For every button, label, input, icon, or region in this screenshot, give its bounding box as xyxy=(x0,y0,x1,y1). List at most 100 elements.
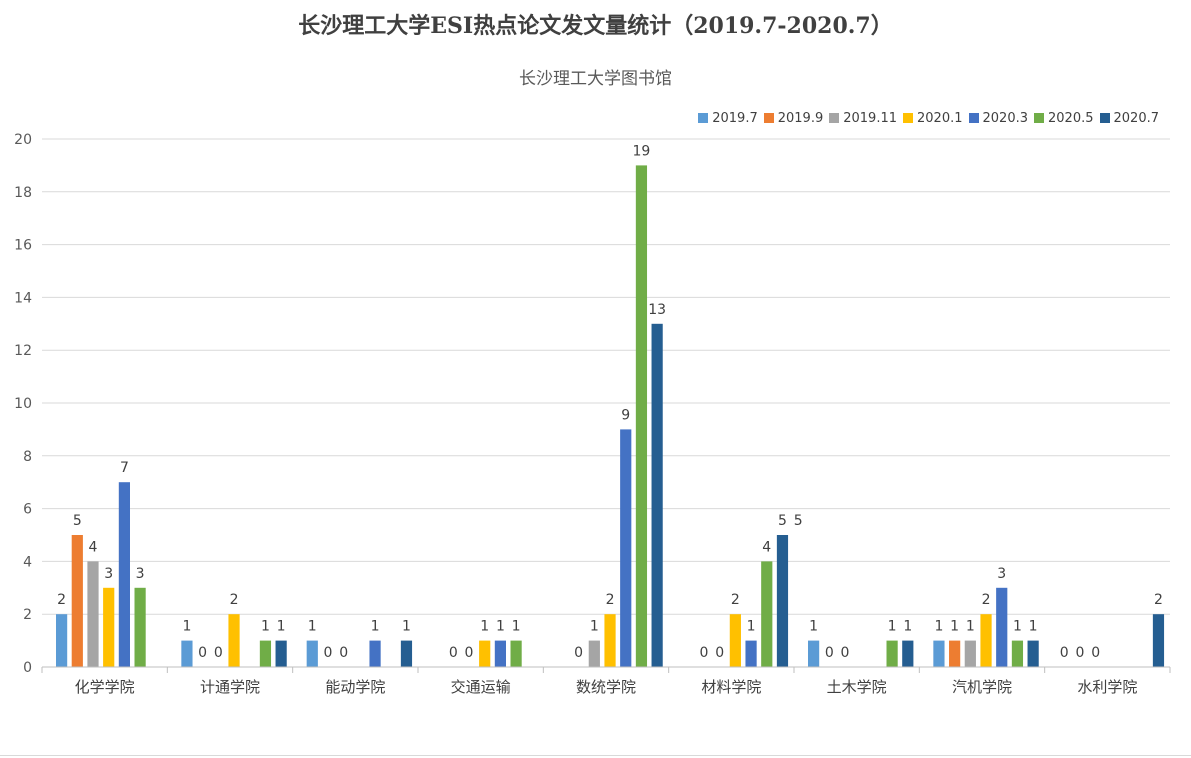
data-label: 3 xyxy=(104,566,113,582)
legend-swatch xyxy=(1099,113,1110,123)
x-category-label: 材料学院 xyxy=(701,678,761,696)
y-tick-label: 8 xyxy=(23,449,32,465)
chart-subtitle: 长沙理工大学图书馆 xyxy=(519,69,672,89)
bar xyxy=(635,165,648,667)
data-label: 0 xyxy=(715,645,724,661)
legend-item: 2019.9 xyxy=(763,110,824,126)
legend: 2019.7 2019.9 2019.11 2020.1 2020.3 2020.5 202… xyxy=(692,108,1159,128)
bar xyxy=(228,614,240,667)
data-label: 0 xyxy=(324,645,333,661)
legend-item: 2020.1 xyxy=(903,111,963,126)
y-tick-label: 10 xyxy=(14,396,32,412)
data-label: 2 xyxy=(230,592,239,608)
legend-item: 2019.7 xyxy=(698,111,758,126)
data-label: 0 xyxy=(198,645,207,661)
chart-title: 长沙理工大学ESI热点论文发文量统计（2019.7-2020.7） xyxy=(298,13,893,39)
legend-label: 2020.7 xyxy=(1113,110,1160,126)
bar xyxy=(761,561,773,667)
bar xyxy=(510,640,522,667)
bar xyxy=(745,640,757,667)
x-category-label: 交通运输 xyxy=(451,678,511,696)
legend-label: 2019.11 xyxy=(843,110,897,126)
bar xyxy=(886,640,898,667)
data-label: 1 xyxy=(277,619,286,635)
data-label: 1 xyxy=(512,619,521,635)
data-label: 1 xyxy=(261,619,270,635)
data-label: 1 xyxy=(402,619,411,635)
data-label: 1 xyxy=(308,619,317,635)
bar xyxy=(400,640,413,667)
bar xyxy=(980,614,992,667)
legend-label: 2020.1 xyxy=(917,110,963,126)
legend-item: 2019.11 xyxy=(829,111,897,126)
bar xyxy=(479,640,491,667)
data-label: 0 xyxy=(214,645,223,661)
bar xyxy=(604,614,616,667)
x-category-label: 化学学院 xyxy=(75,678,135,696)
bar xyxy=(118,482,130,667)
data-label: 1 xyxy=(888,619,897,635)
data-label: 2 xyxy=(606,592,615,608)
legend-label: 2020.3 xyxy=(982,110,1029,126)
bar xyxy=(996,587,1008,667)
bar xyxy=(259,640,272,667)
x-category-label: 能动学院 xyxy=(325,678,385,696)
data-label: 1 xyxy=(371,619,380,635)
y-tick-label: 0 xyxy=(23,660,32,676)
data-label: 2 xyxy=(982,592,991,608)
bar xyxy=(651,323,663,667)
data-label: 19 xyxy=(633,143,651,159)
data-label: 0 xyxy=(465,645,474,661)
y-tick-label: 20 xyxy=(14,132,32,148)
bar xyxy=(808,640,820,667)
data-label: 4 xyxy=(89,539,98,555)
bar xyxy=(181,640,193,667)
data-label: 7 xyxy=(120,460,129,476)
legend-item: 2020.5 xyxy=(1034,111,1094,126)
legend-swatch xyxy=(698,113,709,123)
data-label: 9 xyxy=(621,407,630,423)
data-label: 2 xyxy=(57,592,66,608)
bar xyxy=(949,640,961,667)
data-label: 1 xyxy=(480,619,489,635)
data-label: 1 xyxy=(590,619,599,635)
data-label: 1 xyxy=(903,619,912,635)
bar xyxy=(1011,640,1024,667)
data-label: 13 xyxy=(648,302,666,318)
data-label: 1 xyxy=(1013,619,1022,635)
x-category-label: 水利学院 xyxy=(1077,678,1137,696)
bar xyxy=(588,640,600,667)
bar xyxy=(933,640,945,667)
data-label: 5 xyxy=(73,513,82,529)
legend-label: 2019.9 xyxy=(777,110,824,126)
bar xyxy=(275,640,287,667)
legend-label: 2020.5 xyxy=(1048,110,1094,126)
data-label: 1 xyxy=(950,619,959,635)
bar xyxy=(620,429,632,667)
data-label: 1 xyxy=(496,619,505,635)
data-label: 0 xyxy=(574,645,583,661)
x-category-label: 数统学院 xyxy=(576,678,636,696)
data-label: 1 xyxy=(966,619,975,635)
x-category-label: 土木学院 xyxy=(827,678,887,696)
x-category-label: 汽机学院 xyxy=(952,678,1012,696)
data-label: 1 xyxy=(934,619,943,635)
y-tick-label: 4 xyxy=(23,554,32,570)
legend-swatch xyxy=(763,113,774,123)
data-label: 0 xyxy=(449,645,458,661)
data-label: 2 xyxy=(1154,592,1163,608)
bar xyxy=(56,614,68,667)
data-label: 0 xyxy=(825,645,834,661)
bar xyxy=(902,640,914,667)
legend-item: 2020.3 xyxy=(968,110,1029,126)
bar xyxy=(369,640,381,667)
bar xyxy=(776,535,789,667)
y-tick-label: 6 xyxy=(23,502,32,518)
bar xyxy=(964,640,976,667)
bar xyxy=(134,587,146,667)
data-label: 4 xyxy=(762,539,771,555)
data-label: 0 xyxy=(1076,645,1085,661)
bar xyxy=(103,587,115,667)
legend-swatch xyxy=(903,113,913,123)
